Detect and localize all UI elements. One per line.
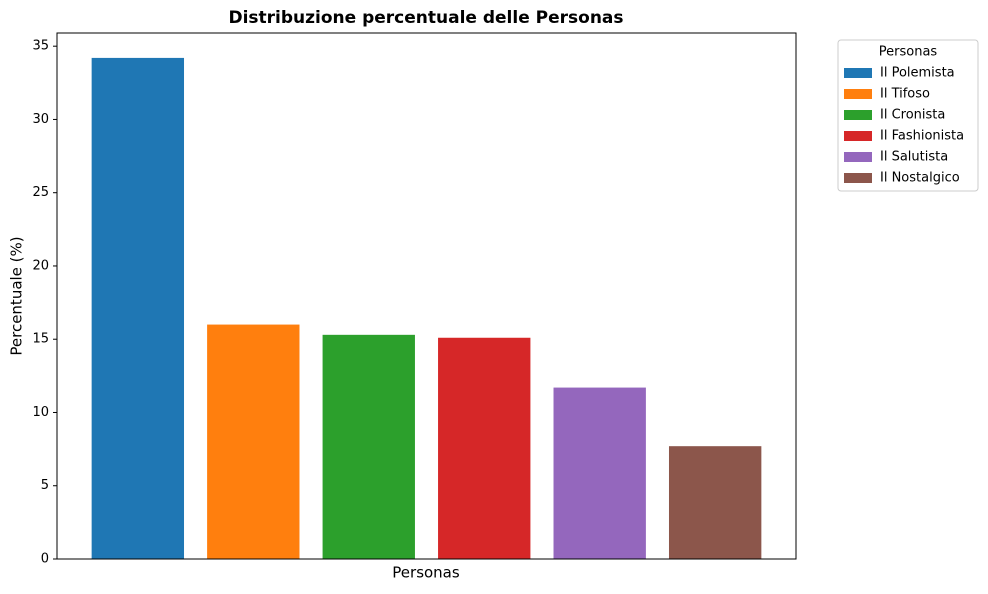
- legend-swatch: [844, 173, 872, 183]
- legend-box: [837, 39, 979, 192]
- bar: [438, 337, 531, 559]
- y-axis-label: Percentuale (%): [8, 236, 26, 355]
- x-axis-label: Personas: [392, 564, 460, 582]
- y-tick-label: 10: [32, 405, 49, 420]
- legend-label: Il Tifoso: [880, 87, 930, 102]
- legend-title: Personas: [879, 45, 938, 60]
- y-tick-label: 30: [32, 112, 49, 127]
- bar: [207, 324, 300, 559]
- legend-label: Il Polemista: [880, 66, 955, 81]
- y-tick-label: 20: [32, 258, 49, 273]
- legend-swatch: [844, 110, 872, 120]
- plot-frame: [56, 32, 797, 560]
- bar: [668, 446, 762, 559]
- legend-label: Il Cronista: [880, 108, 945, 123]
- legend-swatch: [844, 68, 872, 78]
- bar: [322, 334, 415, 559]
- y-tick-label: 25: [32, 185, 49, 200]
- bar: [553, 387, 646, 559]
- legend-swatch: [844, 89, 872, 99]
- legend-swatch: [844, 152, 872, 162]
- legend-swatch: [844, 131, 872, 141]
- y-tick-label: 35: [32, 39, 49, 54]
- bar: [91, 57, 185, 559]
- y-tick-label: 5: [41, 478, 49, 493]
- y-tick-label: 15: [32, 332, 49, 347]
- y-tick-label: 0: [41, 552, 49, 567]
- legend-label: Il Salutista: [880, 150, 948, 165]
- legend-label: Il Nostalgico: [880, 171, 960, 186]
- chart-title: Distribuzione percentuale delle Personas: [228, 8, 623, 28]
- legend-label: Il Fashionista: [880, 129, 964, 144]
